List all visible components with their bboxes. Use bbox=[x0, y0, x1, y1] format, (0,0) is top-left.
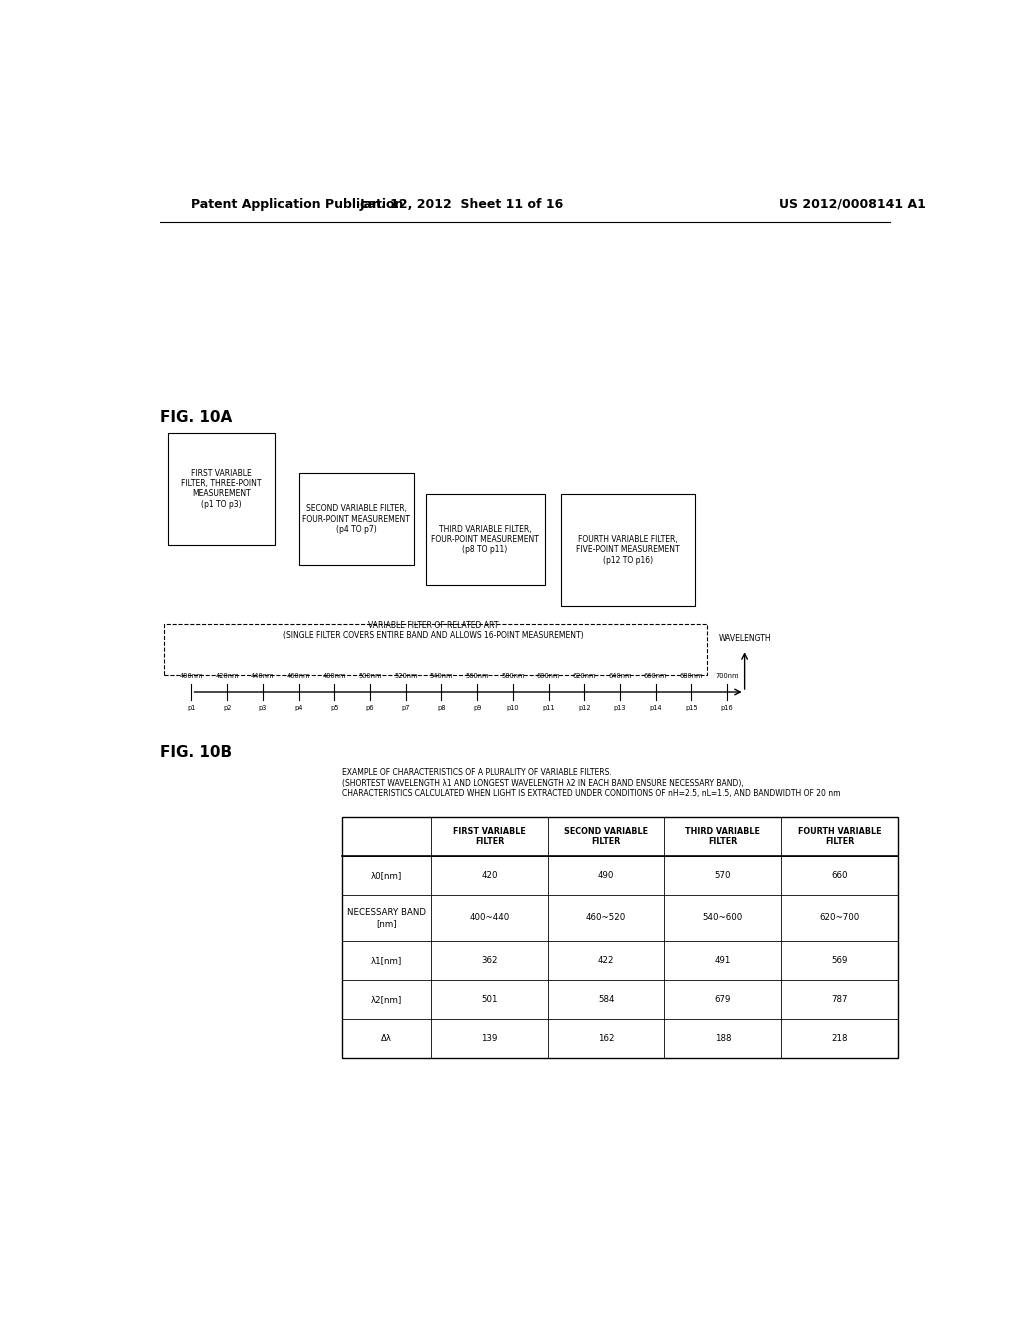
Text: 540~600: 540~600 bbox=[702, 913, 743, 923]
Text: 490: 490 bbox=[598, 871, 614, 880]
Text: p10: p10 bbox=[507, 705, 519, 711]
Text: p1: p1 bbox=[187, 705, 196, 711]
Text: 400~440: 400~440 bbox=[469, 913, 510, 923]
Text: FIG. 10A: FIG. 10A bbox=[160, 411, 232, 425]
Text: p5: p5 bbox=[330, 705, 339, 711]
Text: 540nm: 540nm bbox=[430, 673, 454, 678]
Text: p2: p2 bbox=[223, 705, 231, 711]
Text: p13: p13 bbox=[613, 705, 627, 711]
Text: VARIABLE FILTER OF RELATED ART
(SINGLE FILTER COVERS ENTIRE BAND AND ALLOWS 16-P: VARIABLE FILTER OF RELATED ART (SINGLE F… bbox=[284, 620, 584, 640]
Text: λ1[nm]: λ1[nm] bbox=[371, 956, 402, 965]
FancyBboxPatch shape bbox=[342, 817, 898, 1057]
Text: 640nm: 640nm bbox=[608, 673, 632, 678]
Text: WAVELENGTH: WAVELENGTH bbox=[718, 634, 771, 643]
Text: 491: 491 bbox=[715, 956, 731, 965]
Text: p8: p8 bbox=[437, 705, 445, 711]
Text: 660nm: 660nm bbox=[644, 673, 668, 678]
Text: λ2[nm]: λ2[nm] bbox=[371, 995, 402, 1003]
FancyBboxPatch shape bbox=[560, 494, 695, 606]
Text: FIRST VARIABLE
FILTER: FIRST VARIABLE FILTER bbox=[453, 826, 526, 846]
Text: 700nm: 700nm bbox=[716, 673, 739, 678]
Text: 400nm: 400nm bbox=[180, 673, 203, 678]
Text: 218: 218 bbox=[831, 1034, 848, 1043]
Text: 501: 501 bbox=[481, 995, 498, 1003]
FancyBboxPatch shape bbox=[168, 433, 274, 545]
Text: THIRD VARIABLE
FILTER: THIRD VARIABLE FILTER bbox=[685, 826, 760, 846]
Text: SECOND VARIABLE FILTER,
FOUR-POINT MEASUREMENT
(p4 TO p7): SECOND VARIABLE FILTER, FOUR-POINT MEASU… bbox=[302, 504, 410, 535]
Text: 500nm: 500nm bbox=[358, 673, 382, 678]
Text: 620~700: 620~700 bbox=[819, 913, 859, 923]
Text: p6: p6 bbox=[366, 705, 375, 711]
Text: FIRST VARIABLE
FILTER, THREE-POINT
MEASUREMENT
(p1 TO p3): FIRST VARIABLE FILTER, THREE-POINT MEASU… bbox=[181, 469, 261, 508]
Text: THIRD VARIABLE FILTER,
FOUR-POINT MEASUREMENT
(p8 TO p11): THIRD VARIABLE FILTER, FOUR-POINT MEASUR… bbox=[431, 524, 539, 554]
Text: λ0[nm]: λ0[nm] bbox=[371, 871, 402, 880]
Text: 679: 679 bbox=[715, 995, 731, 1003]
Text: 440nm: 440nm bbox=[251, 673, 274, 678]
Text: 560nm: 560nm bbox=[466, 673, 488, 678]
Text: FOURTH VARIABLE
FILTER: FOURTH VARIABLE FILTER bbox=[798, 826, 882, 846]
Text: Δλ: Δλ bbox=[381, 1034, 392, 1043]
Text: 162: 162 bbox=[598, 1034, 614, 1043]
Text: FOURTH VARIABLE FILTER,
FIVE-POINT MEASUREMENT
(p12 TO p16): FOURTH VARIABLE FILTER, FIVE-POINT MEASU… bbox=[577, 535, 680, 565]
Text: SECOND VARIABLE
FILTER: SECOND VARIABLE FILTER bbox=[564, 826, 648, 846]
Text: FIG. 10B: FIG. 10B bbox=[160, 746, 231, 760]
Text: 420nm: 420nm bbox=[215, 673, 239, 678]
Text: EXAMPLE OF CHARACTERISTICS OF A PLURALITY OF VARIABLE FILTERS.
(SHORTEST WAVELEN: EXAMPLE OF CHARACTERISTICS OF A PLURALIT… bbox=[342, 768, 841, 799]
Text: NECESSARY BAND
[nm]: NECESSARY BAND [nm] bbox=[347, 908, 426, 928]
Text: 570: 570 bbox=[715, 871, 731, 880]
Text: 420: 420 bbox=[481, 871, 498, 880]
Text: 460nm: 460nm bbox=[287, 673, 310, 678]
Text: p14: p14 bbox=[649, 705, 663, 711]
Text: 580nm: 580nm bbox=[501, 673, 524, 678]
FancyBboxPatch shape bbox=[299, 474, 414, 565]
Text: 660: 660 bbox=[831, 871, 848, 880]
Text: p9: p9 bbox=[473, 705, 481, 711]
Text: p15: p15 bbox=[685, 705, 697, 711]
Text: 569: 569 bbox=[831, 956, 848, 965]
Text: 787: 787 bbox=[831, 995, 848, 1003]
Text: 520nm: 520nm bbox=[394, 673, 418, 678]
FancyBboxPatch shape bbox=[164, 624, 708, 675]
Text: 460~520: 460~520 bbox=[586, 913, 627, 923]
Text: 362: 362 bbox=[481, 956, 498, 965]
Text: Jan. 12, 2012  Sheet 11 of 16: Jan. 12, 2012 Sheet 11 of 16 bbox=[359, 198, 563, 211]
FancyBboxPatch shape bbox=[426, 494, 545, 585]
Text: 139: 139 bbox=[481, 1034, 498, 1043]
Text: 188: 188 bbox=[715, 1034, 731, 1043]
Text: 584: 584 bbox=[598, 995, 614, 1003]
Text: p12: p12 bbox=[578, 705, 591, 711]
Text: p4: p4 bbox=[294, 705, 303, 711]
Text: 600nm: 600nm bbox=[537, 673, 560, 678]
Text: p16: p16 bbox=[721, 705, 733, 711]
Text: US 2012/0008141 A1: US 2012/0008141 A1 bbox=[778, 198, 926, 211]
Text: p7: p7 bbox=[401, 705, 410, 711]
Text: 680nm: 680nm bbox=[680, 673, 703, 678]
Text: Patent Application Publication: Patent Application Publication bbox=[191, 198, 403, 211]
Text: 620nm: 620nm bbox=[572, 673, 596, 678]
Text: 422: 422 bbox=[598, 956, 614, 965]
Text: 480nm: 480nm bbox=[323, 673, 346, 678]
Text: p3: p3 bbox=[259, 705, 267, 711]
Text: p11: p11 bbox=[543, 705, 555, 711]
